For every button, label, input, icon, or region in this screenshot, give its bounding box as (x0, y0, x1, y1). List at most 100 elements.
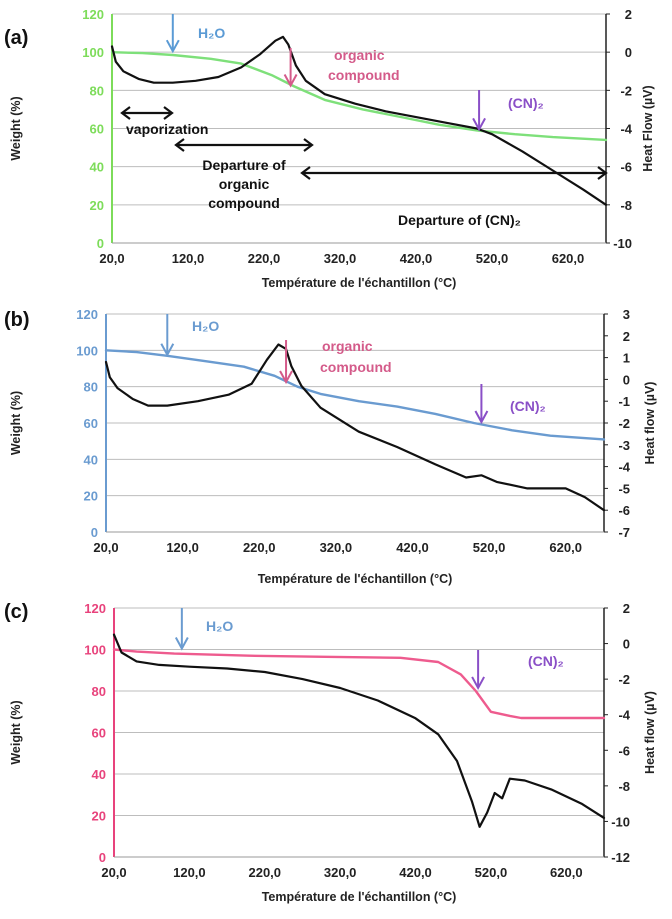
y2-tick-label: -2 (620, 83, 632, 98)
annotation-label: Departure of (202, 157, 286, 173)
annotation-label: (CN)₂ (528, 653, 564, 669)
x-tick-label: 320,0 (324, 251, 357, 266)
y-tick-label: 100 (82, 45, 104, 60)
y-tick-label: 100 (84, 643, 106, 658)
x-tick-label: 520,0 (476, 251, 509, 266)
y2-tick-label: -6 (618, 503, 630, 518)
series-line-heat-flow (112, 633, 606, 828)
y-tick-label: 20 (84, 489, 98, 504)
y2-tick-label: -6 (618, 743, 630, 758)
annotation-arrow-head (474, 410, 489, 425)
range-arrow-head-right (303, 138, 314, 152)
y2-tick-label: -5 (618, 481, 630, 496)
y-tick-label: 60 (92, 726, 106, 741)
annotation-label: H₂O (206, 618, 233, 634)
x-tick-label: 520,0 (473, 540, 506, 555)
x-axis-title: Température de l'échantillon (°C) (262, 890, 457, 904)
y-tick-label: 60 (90, 122, 104, 137)
y-axis-title: Weight (%) (9, 391, 23, 455)
annotation-label: H₂O (198, 25, 225, 41)
x-axis-title: Température de l'échantillon (°C) (262, 276, 457, 290)
y-tick-label: 80 (84, 380, 98, 395)
x-tick-label: 20,0 (93, 540, 118, 555)
annotation-label: compound (208, 195, 280, 211)
y2-tick-label: 0 (623, 637, 630, 652)
y2-tick-label: -2 (618, 416, 630, 431)
annotation-arrow-head (160, 343, 175, 357)
y-tick-label: 40 (84, 452, 98, 467)
y2-tick-label: -4 (618, 460, 630, 475)
annotation-label: compound (328, 67, 400, 83)
annotation-label: (CN)₂ (508, 95, 544, 111)
series-line-heat-flow (104, 343, 606, 512)
y2-tick-label: 1 (623, 351, 630, 366)
y-tick-label: 0 (99, 850, 106, 865)
range-arrow-head-left (174, 138, 185, 152)
annotation-arrow-head (283, 74, 298, 88)
y-tick-label: 40 (90, 160, 104, 175)
y2-axis-title: Heat Flow (µV) (641, 85, 655, 171)
y-tick-label: 80 (92, 684, 106, 699)
y2-tick-label: -4 (620, 122, 632, 137)
panel-b-chart: (b)020406080100120-7-6-5-4-3-2-1012320,0… (4, 307, 657, 586)
y-tick-label: 120 (84, 601, 106, 616)
y2-tick-label: 2 (623, 601, 630, 616)
y-tick-label: 40 (92, 767, 106, 782)
y-tick-label: 80 (90, 83, 104, 98)
x-tick-label: 620,0 (552, 251, 585, 266)
range-arrow-head-right (597, 166, 608, 180)
y-tick-label: 0 (97, 236, 104, 251)
x-axis-title: Température de l'échantillon (°C) (258, 572, 453, 586)
x-tick-label: 220,0 (248, 865, 281, 880)
annotation-arrow-head (472, 117, 486, 132)
y2-axis-title: Heat flow (µV) (643, 691, 657, 774)
y-axis-title: Weight (%) (9, 700, 23, 764)
x-tick-label: 420,0 (399, 865, 432, 880)
series-line-heat-flow (110, 35, 608, 206)
x-tick-label: 120,0 (166, 540, 199, 555)
x-tick-label: 620,0 (549, 540, 582, 555)
x-tick-label: 520,0 (475, 865, 508, 880)
y2-tick-label: -10 (611, 814, 630, 829)
y2-tick-label: -7 (618, 525, 630, 540)
y-axis-title: Weight (%) (9, 96, 23, 160)
range-arrow-head-right (163, 106, 174, 120)
panel-label: (a) (4, 27, 28, 49)
y-tick-label: 100 (76, 343, 98, 358)
series-line-weight (104, 349, 606, 441)
y2-tick-label: 2 (623, 329, 630, 344)
y-tick-label: 120 (76, 307, 98, 322)
range-arrow-head-left (120, 106, 131, 120)
annotation-label: organic (219, 176, 270, 192)
y-tick-label: 120 (82, 7, 104, 22)
y-tick-label: 60 (84, 416, 98, 431)
annotation-arrow-head (165, 39, 180, 54)
range-arrow-head-left (300, 166, 311, 180)
x-tick-label: 620,0 (550, 865, 583, 880)
series-line-weight (110, 51, 608, 142)
y2-tick-label: 3 (623, 307, 630, 322)
y2-tick-label: -3 (618, 438, 630, 453)
annotation-label: vaporization (126, 121, 208, 137)
y2-tick-label: 2 (625, 7, 632, 22)
annotation-label: Departure of (CN)₂ (398, 212, 521, 228)
x-tick-label: 220,0 (243, 540, 276, 555)
panel-label: (c) (4, 601, 28, 623)
x-tick-label: 120,0 (172, 251, 205, 266)
y2-tick-label: -8 (620, 198, 632, 213)
series-line-weight (112, 648, 606, 720)
y-tick-label: 0 (91, 525, 98, 540)
annotation-label: organic (334, 47, 385, 63)
x-tick-label: 320,0 (320, 540, 353, 555)
annotation-label: H₂O (192, 318, 219, 334)
x-tick-label: 420,0 (400, 251, 433, 266)
panel-label: (b) (4, 309, 30, 331)
y2-tick-label: -2 (618, 672, 630, 687)
y2-tick-label: 0 (623, 372, 630, 387)
y2-tick-label: -10 (613, 236, 632, 251)
annotation-label: organic (322, 338, 373, 354)
y2-tick-label: -8 (618, 779, 630, 794)
